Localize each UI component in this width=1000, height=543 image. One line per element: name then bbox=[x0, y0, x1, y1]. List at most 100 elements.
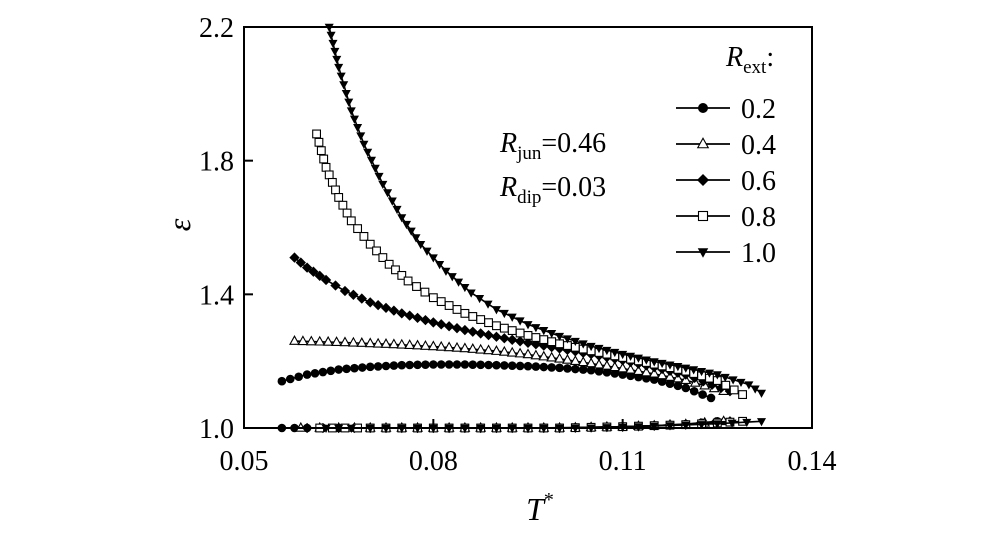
data-point bbox=[342, 208, 352, 218]
data-point bbox=[689, 386, 699, 396]
data-point bbox=[515, 328, 525, 338]
data-point bbox=[756, 389, 767, 398]
data-point bbox=[491, 331, 502, 342]
data-point bbox=[301, 262, 313, 273]
data-point bbox=[447, 273, 457, 282]
data-point bbox=[413, 360, 422, 370]
data-point bbox=[476, 315, 486, 324]
data-point bbox=[339, 81, 349, 90]
data-point bbox=[586, 365, 596, 375]
data-point bbox=[712, 420, 722, 429]
legend-title: Rext: bbox=[725, 42, 774, 78]
data-point bbox=[514, 347, 526, 358]
data-point bbox=[314, 137, 324, 147]
data-point bbox=[483, 329, 494, 341]
data-point bbox=[476, 360, 485, 370]
data-point bbox=[310, 368, 320, 378]
data-point bbox=[460, 360, 470, 369]
data-point bbox=[353, 224, 363, 234]
data-point bbox=[649, 358, 659, 367]
data-point bbox=[381, 361, 391, 371]
data-point bbox=[585, 357, 597, 368]
data-point bbox=[387, 197, 397, 206]
data-point bbox=[698, 390, 707, 399]
data-point bbox=[322, 335, 334, 346]
data-point bbox=[444, 360, 454, 369]
data-point bbox=[380, 338, 392, 348]
data-point bbox=[326, 366, 336, 376]
data-point bbox=[602, 346, 612, 356]
data-point bbox=[294, 372, 303, 382]
data-point bbox=[490, 345, 502, 355]
data-point bbox=[498, 345, 510, 356]
data-point bbox=[720, 373, 730, 382]
data-point bbox=[578, 365, 588, 374]
data-point bbox=[698, 103, 708, 113]
data-point bbox=[451, 323, 463, 334]
data-point bbox=[319, 154, 329, 164]
data-point bbox=[428, 317, 439, 328]
data-point bbox=[330, 280, 341, 291]
data-point bbox=[467, 343, 479, 353]
annotations: Rjun=0.46 Rdip=0.03 bbox=[499, 128, 606, 208]
data-point bbox=[363, 148, 373, 157]
data-point bbox=[334, 365, 343, 374]
data-point bbox=[436, 297, 446, 307]
legend-label: 0.6 bbox=[741, 166, 776, 197]
data-point bbox=[507, 326, 517, 336]
annotation-rdip: Rdip=0.03 bbox=[499, 172, 606, 208]
data-point bbox=[468, 360, 478, 369]
data-point bbox=[459, 342, 471, 353]
data-point bbox=[697, 248, 709, 258]
data-point bbox=[547, 329, 557, 339]
data-point bbox=[378, 253, 388, 262]
data-point bbox=[353, 124, 363, 133]
plot-frame bbox=[243, 26, 813, 429]
data-point bbox=[289, 335, 300, 345]
data-point bbox=[454, 278, 464, 287]
data-point bbox=[681, 383, 691, 393]
data-point bbox=[331, 336, 343, 347]
data-point bbox=[392, 205, 402, 215]
data-point bbox=[546, 351, 558, 362]
data-point bbox=[602, 368, 612, 377]
data-point bbox=[561, 353, 573, 364]
data-point bbox=[406, 227, 416, 236]
data-point bbox=[356, 293, 367, 304]
data-point bbox=[507, 313, 517, 322]
data-point bbox=[738, 390, 747, 400]
x-axis-title: T* bbox=[526, 489, 554, 527]
data-point bbox=[577, 356, 589, 367]
legend-entry: 0.4 bbox=[676, 130, 776, 161]
data-point bbox=[339, 285, 351, 297]
data-point bbox=[373, 362, 383, 371]
data-point bbox=[336, 72, 346, 81]
data-point bbox=[435, 340, 447, 351]
data-point bbox=[514, 336, 526, 347]
data-point bbox=[327, 177, 337, 187]
data-point bbox=[484, 360, 493, 370]
data-point bbox=[531, 324, 541, 333]
data-point bbox=[342, 364, 351, 374]
data-point bbox=[295, 257, 306, 268]
data-point bbox=[697, 367, 707, 377]
y-tick-label: 1.0 bbox=[199, 414, 234, 445]
data-point bbox=[492, 321, 501, 331]
data-point bbox=[593, 358, 605, 369]
data-point bbox=[365, 362, 375, 372]
data-point bbox=[420, 287, 430, 297]
data-point bbox=[594, 366, 604, 376]
data-point bbox=[404, 310, 415, 321]
data-point bbox=[411, 234, 421, 243]
data-point bbox=[706, 393, 716, 403]
data-point bbox=[436, 360, 446, 369]
data-point bbox=[632, 365, 644, 375]
data-point bbox=[396, 308, 407, 319]
data-point bbox=[728, 376, 738, 385]
data-point bbox=[330, 47, 340, 57]
data-point bbox=[578, 340, 588, 349]
data-point bbox=[321, 162, 331, 172]
data-point bbox=[681, 364, 691, 373]
y-tick-label: 1.4 bbox=[199, 280, 234, 311]
data-point bbox=[305, 335, 317, 346]
